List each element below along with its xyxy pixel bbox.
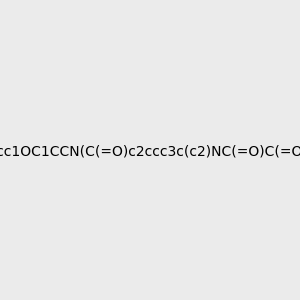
Text: Cc1ccccc1OC1CCN(C(=O)c2ccc3c(c2)NC(=O)C(=O)N3)CC1: Cc1ccccc1OC1CCN(C(=O)c2ccc3c(c2)NC(=O)C(… — [0, 145, 300, 158]
